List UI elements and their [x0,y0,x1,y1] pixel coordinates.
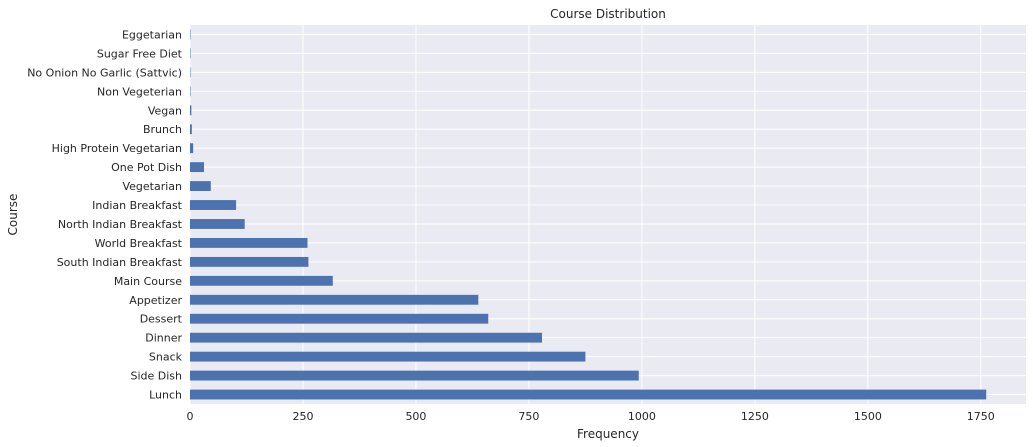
y-tick-label: High Protein Vegetarian [52,142,182,155]
bar-side-dish [190,370,639,381]
bar-high-protein-vegetarian [190,143,194,154]
bar-one-pot-dish [190,162,205,173]
y-tick-labels: Lunch Side Dish Snack Dinner Dessert Appetize… [27,28,182,401]
bar-north-indian-breakfast [190,219,245,229]
x-tick-labels: 0 250 500 750 1000 1250 1500 1750 [187,410,995,423]
x-tick-label: 0 [187,410,194,423]
x-tick-label: 1000 [628,410,656,423]
bar-world-breakfast [190,237,308,248]
plot-area [190,25,1026,404]
x-tick-label: 1250 [741,410,769,423]
bar-dessert [190,313,489,324]
x-axis-title: Frequency [577,427,639,441]
chart-title: Course Distribution [550,7,666,21]
bar-vegan [190,105,192,116]
y-tick-label: One Pot Dish [111,161,182,174]
y-tick-label: Dinner [145,332,182,345]
y-tick-label: Eggetarian [122,28,182,41]
y-tick-label: Vegan [148,104,182,117]
y-tick-label: Sugar Free Diet [97,47,183,60]
y-tick-label: Vegetarian [122,180,182,193]
bar-vegetarian [190,181,211,192]
bar-lunch [190,389,987,400]
x-tick-label: 500 [405,410,426,423]
bar-dinner [190,332,543,343]
y-tick-label: World Breakfast [95,237,183,250]
bar-main-course [190,275,333,286]
y-tick-label: Main Course [114,275,182,288]
bar-south-indian-breakfast [190,256,309,267]
x-tick-label: 1500 [854,410,882,423]
y-tick-label: Appetizer [129,294,182,307]
x-tick-label: 750 [518,410,539,423]
y-axis-title: Course [6,194,20,236]
y-tick-label: Non Vegeterian [97,85,182,98]
x-tick-label: 1750 [967,410,995,423]
bar-brunch [190,124,192,135]
y-tick-label: Lunch [149,389,182,402]
y-tick-label: Indian Breakfast [92,199,183,212]
bar-snack [190,351,586,362]
bar-indian-breakfast [190,200,237,210]
y-tick-label: No Onion No Garlic (Sattvic) [27,66,182,79]
x-tick-label: 250 [292,410,313,423]
y-tick-label: Side Dish [130,370,182,383]
y-tick-label: South Indian Breakfast [57,256,183,269]
y-tick-label: Snack [149,351,183,364]
y-tick-label: Dessert [140,313,183,326]
bars [190,29,987,400]
bar-appetizer [190,294,479,305]
y-tick-label: Brunch [143,123,182,136]
y-tick-label: North Indian Breakfast [58,218,183,231]
